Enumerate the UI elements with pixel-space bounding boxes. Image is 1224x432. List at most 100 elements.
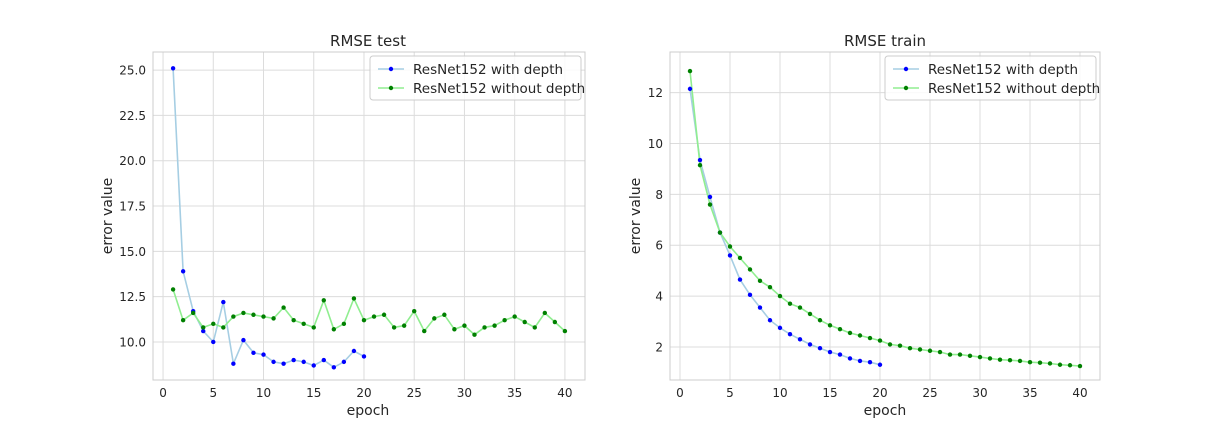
data-point-without-depth (311, 325, 316, 330)
data-point-without-depth (787, 301, 793, 306)
data-point-with-depth (221, 299, 226, 305)
y-tick-label: 22.5 (119, 109, 146, 123)
y-ticks-test: 10.0 12.5 15.0 17.5 20.0 22.5 25.0 (119, 64, 146, 350)
x-tick-label: 0 (159, 386, 167, 400)
data-point-without-depth (532, 325, 537, 330)
data-point-with-depth (251, 350, 256, 356)
data-point-without-depth (381, 312, 387, 317)
data-point-without-depth (371, 314, 377, 319)
data-point-without-depth (817, 318, 823, 323)
grid-lines-test (153, 52, 585, 380)
data-point-without-depth (887, 342, 893, 347)
data-point-without-depth (462, 323, 467, 328)
legend-label: ResNet152 with depth (413, 62, 563, 78)
data-point-without-depth (412, 308, 417, 314)
data-point-without-depth (190, 310, 196, 316)
data-point-without-depth (997, 357, 1003, 362)
data-point-with-depth (807, 342, 813, 347)
data-point-without-depth (442, 312, 447, 317)
x-axis-label-test: epoch (347, 403, 390, 419)
data-point-with-depth (321, 357, 326, 363)
data-point-without-depth (977, 354, 983, 360)
x-tick-label: 30 (457, 386, 472, 400)
data-point-without-depth (737, 255, 743, 261)
legend-box (369, 55, 582, 101)
y-tick-label: 4 (655, 290, 663, 304)
data-point-without-depth (717, 230, 723, 235)
x-tick-label: 15 (306, 386, 321, 400)
x-tick-label: 15 (822, 386, 837, 400)
data-point-without-depth (502, 317, 507, 323)
y-tick-label: 25.0 (119, 64, 146, 78)
data-point-with-depth (291, 357, 296, 363)
x-axis-label-train: epoch (864, 403, 907, 419)
data-point-with-depth (281, 361, 286, 366)
data-point-with-depth (737, 277, 743, 282)
x-tick-label: 25 (407, 386, 422, 400)
x-tick-label: 0 (676, 386, 684, 400)
data-point-with-depth (301, 359, 306, 365)
data-point-without-depth (847, 330, 853, 336)
data-point-without-depth (857, 333, 863, 338)
data-point-without-depth (797, 305, 803, 310)
data-point-with-depth (757, 305, 763, 310)
data-point-without-depth (687, 68, 693, 74)
data-point-with-depth (817, 346, 823, 351)
data-point-without-depth (957, 352, 963, 357)
data-point-with-depth (797, 337, 803, 342)
legend-marker (388, 85, 394, 91)
legend-marker (388, 66, 394, 72)
data-point-without-depth (1077, 363, 1083, 369)
data-point-without-depth (331, 327, 337, 332)
data-point-with-depth (827, 349, 833, 355)
data-point-without-depth (321, 298, 326, 303)
data-point-without-depth (867, 335, 873, 341)
x-tick-label: 25 (922, 386, 937, 400)
legend-marker (903, 66, 909, 72)
chart-title-train: RMSE train (844, 32, 926, 50)
data-point-without-depth (1057, 362, 1063, 367)
data-point-without-depth (697, 162, 703, 168)
data-point-with-depth (727, 253, 733, 258)
data-point-with-depth (777, 325, 783, 331)
data-point-with-depth (311, 363, 316, 368)
x-tick-label: 5 (209, 386, 217, 400)
panel-rmse-test: 0 5 10 15 20 25 30 35 40 10.0 12.5 15.0 17.5 20.0 22.… (100, 32, 586, 419)
data-point-without-depth (967, 353, 973, 359)
data-point-without-depth (1027, 360, 1033, 365)
legend-marker (903, 85, 909, 91)
x-tick-label: 20 (356, 386, 371, 400)
data-point-with-depth (271, 359, 276, 365)
x-tick-label: 5 (726, 386, 734, 400)
data-point-without-depth (947, 352, 953, 357)
y-tick-label: 12.5 (119, 290, 146, 304)
data-point-without-depth (757, 278, 763, 284)
data-point-without-depth (512, 314, 517, 319)
data-point-without-depth (827, 323, 833, 328)
data-point-with-depth (231, 361, 236, 366)
y-tick-label: 2 (655, 340, 663, 354)
x-tick-label: 40 (557, 386, 572, 400)
data-point-with-depth (767, 318, 773, 323)
legend-box (884, 55, 1097, 101)
plot-frame-test (152, 51, 586, 381)
data-point-with-depth (747, 292, 753, 298)
data-point-with-depth (351, 348, 357, 354)
data-point-without-depth (452, 327, 457, 332)
data-point-without-depth (1017, 358, 1023, 364)
y-ticks-train: 2 4 6 8 10 12 (648, 86, 663, 354)
legend-test: ResNet152 with depth ResNet152 without de… (369, 55, 585, 101)
data-point-with-depth (787, 332, 793, 337)
data-point-without-depth (552, 319, 558, 325)
legend-label: ResNet152 without depth (928, 81, 1100, 97)
series-line-with-depth (172, 68, 365, 369)
y-tick-label: 17.5 (119, 200, 146, 214)
data-point-without-depth (301, 321, 306, 327)
grid-lines-train (670, 52, 1100, 380)
series-markers-train (687, 68, 1083, 369)
data-point-with-depth (687, 86, 693, 92)
legend-train: ResNet152 with depth ResNet152 without de… (884, 55, 1100, 101)
data-point-without-depth (747, 267, 753, 272)
x-ticks-test: 0 5 10 15 20 25 30 35 40 (159, 386, 572, 400)
data-point-without-depth (391, 325, 397, 330)
